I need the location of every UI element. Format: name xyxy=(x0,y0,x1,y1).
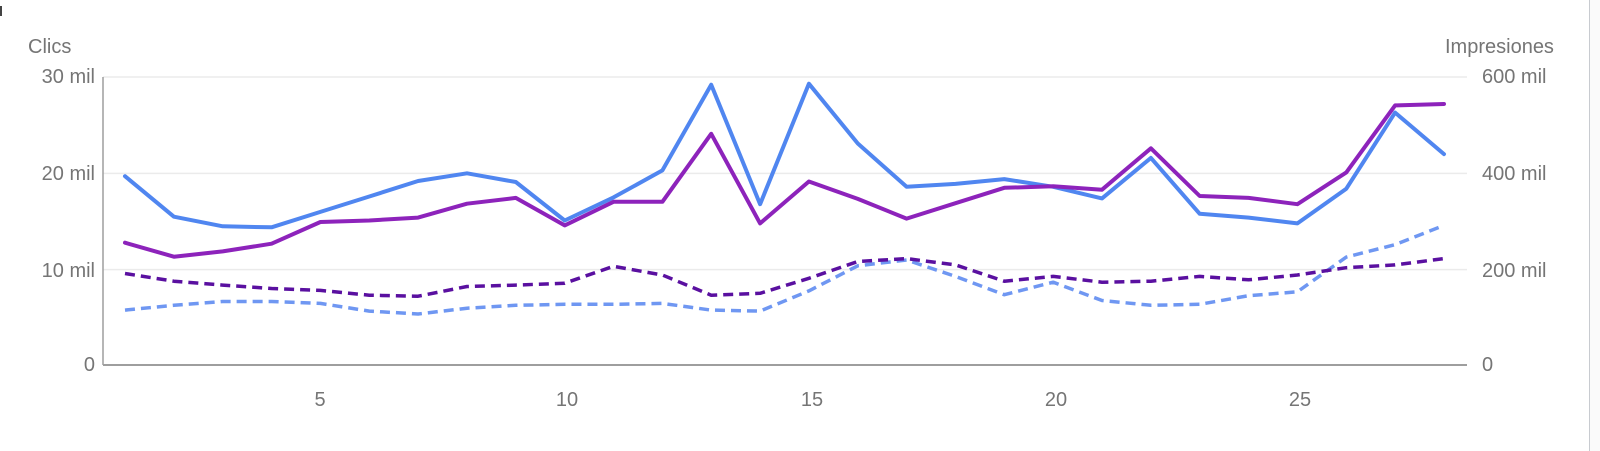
series-impresiones-solid[interactable] xyxy=(123,102,1446,259)
x-tick-25: 25 xyxy=(1288,389,1312,411)
right-tick-0: 0 xyxy=(1482,354,1494,376)
right-axis-title: Impresiones xyxy=(1445,36,1554,58)
x-tick-5: 5 xyxy=(314,389,326,411)
left-axis-title: Clics xyxy=(28,36,72,58)
card-divider xyxy=(1589,0,1590,451)
series-clics-dashed[interactable] xyxy=(124,223,1445,316)
series-impresiones-dashed[interactable] xyxy=(124,256,1445,298)
right-tick-400mil: 400 mil xyxy=(1482,163,1547,185)
x-tick-20: 20 xyxy=(1044,389,1068,411)
right-tick-600mil: 600 mil xyxy=(1482,66,1547,88)
series-clics-solid[interactable] xyxy=(123,81,1446,230)
card-right-strip xyxy=(1590,0,1600,451)
left-tick-0: 0 xyxy=(83,354,95,376)
screen-edge-artifact xyxy=(0,6,2,16)
left-tick-20mil: 20 mil xyxy=(41,163,95,185)
right-tick-200mil: 200 mil xyxy=(1482,260,1547,282)
x-tick-15: 15 xyxy=(800,389,824,411)
x-tick-10: 10 xyxy=(555,389,579,411)
left-tick-10mil: 10 mil xyxy=(41,260,95,282)
left-tick-30mil: 30 mil xyxy=(41,66,95,88)
